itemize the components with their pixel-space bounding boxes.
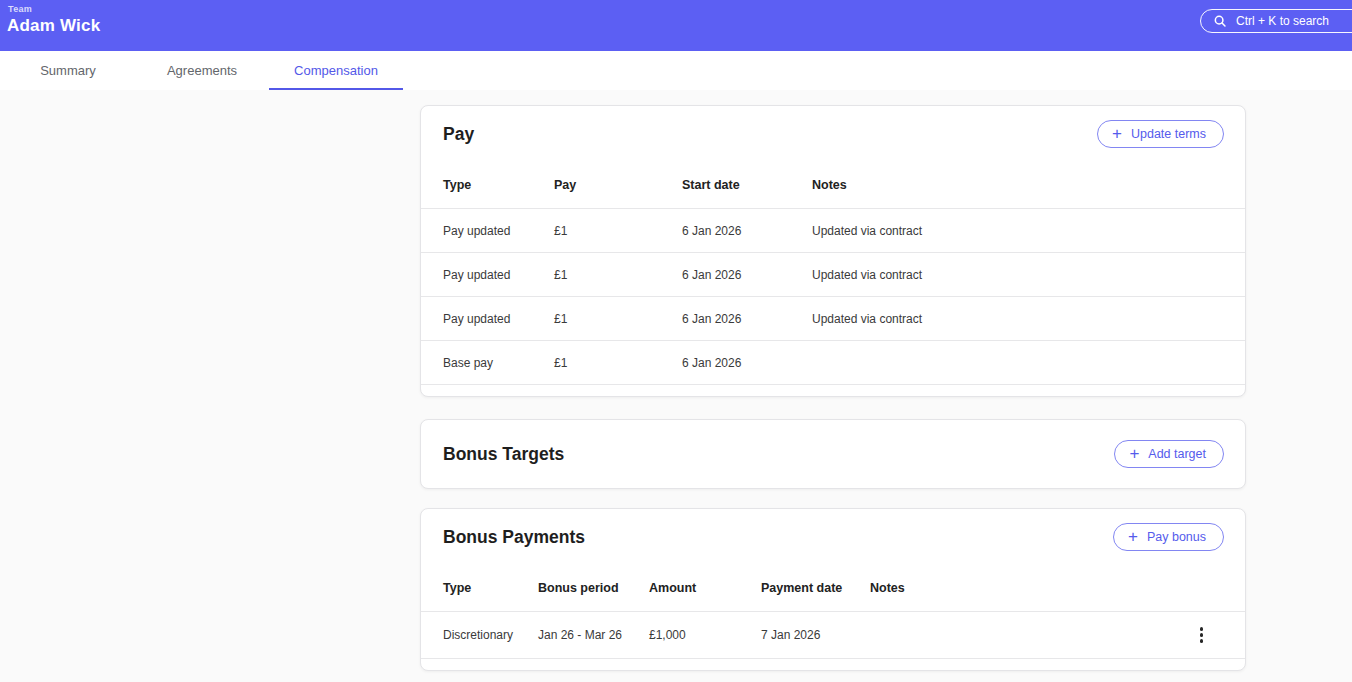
search-placeholder: Ctrl + K to search bbox=[1236, 14, 1329, 28]
bonus-payments-title: Bonus Payments bbox=[443, 527, 585, 548]
cell-start-date: 6 Jan 2026 bbox=[682, 356, 812, 370]
cell-bonus-period: Jan 26 - Mar 26 bbox=[538, 628, 649, 642]
cell-start-date: 6 Jan 2026 bbox=[682, 312, 812, 326]
column-header-start-date: Start date bbox=[682, 178, 812, 192]
plus-icon: + bbox=[1128, 528, 1138, 545]
update-terms-label: Update terms bbox=[1131, 127, 1206, 141]
column-header-type: Type bbox=[443, 581, 538, 595]
table-row: Pay updated £1 6 Jan 2026 Updated via co… bbox=[421, 296, 1245, 340]
cell-type: Pay updated bbox=[443, 268, 554, 282]
cell-pay: £1 bbox=[554, 268, 682, 282]
add-target-label: Add target bbox=[1148, 447, 1206, 461]
table-row: Base pay £1 6 Jan 2026 bbox=[421, 340, 1245, 384]
cell-type: Pay updated bbox=[443, 312, 554, 326]
cell-pay: £1 bbox=[554, 224, 682, 238]
bonus-payments-table-header: Type Bonus period Amount Payment date No… bbox=[421, 565, 1245, 611]
cell-start-date: 6 Jan 2026 bbox=[682, 224, 812, 238]
plus-icon: + bbox=[1129, 445, 1139, 462]
cell-notes: Updated via contract bbox=[812, 268, 1223, 282]
cell-pay: £1 bbox=[554, 312, 682, 326]
table-row: Pay updated £1 6 Jan 2026 Updated via co… bbox=[421, 252, 1245, 296]
cell-start-date: 6 Jan 2026 bbox=[682, 268, 812, 282]
column-header-bonus-period: Bonus period bbox=[538, 581, 649, 595]
column-header-notes: Notes bbox=[812, 178, 1223, 192]
column-header-type: Type bbox=[443, 178, 554, 192]
cell-type: Discretionary bbox=[443, 628, 538, 642]
pay-card-title: Pay bbox=[443, 124, 474, 145]
column-header-notes: Notes bbox=[870, 581, 1223, 595]
page-title-user-name: Adam Wick bbox=[7, 16, 100, 36]
app-header: Team Adam Wick Ctrl + K to search bbox=[0, 0, 1352, 51]
add-target-button[interactable]: + Add target bbox=[1114, 440, 1224, 468]
bonus-targets-card: Bonus Targets + Add target bbox=[420, 419, 1246, 489]
column-header-pay: Pay bbox=[554, 178, 682, 192]
plus-icon: + bbox=[1112, 125, 1122, 142]
kebab-menu-icon[interactable] bbox=[1196, 623, 1208, 647]
card-footer bbox=[421, 658, 1245, 670]
cell-payment-date: 7 Jan 2026 bbox=[761, 628, 870, 642]
cell-notes: Updated via contract bbox=[812, 224, 1223, 238]
cell-type: Base pay bbox=[443, 356, 554, 370]
cell-type: Pay updated bbox=[443, 224, 554, 238]
cell-pay: £1 bbox=[554, 356, 682, 370]
tab-summary[interactable]: Summary bbox=[1, 51, 135, 90]
pay-card: Pay + Update terms Type Pay Start date N… bbox=[420, 105, 1246, 397]
pay-bonus-label: Pay bonus bbox=[1147, 530, 1206, 544]
bonus-payments-card: Bonus Payments + Pay bonus Type Bonus pe… bbox=[420, 508, 1246, 671]
pay-bonus-button[interactable]: + Pay bonus bbox=[1113, 523, 1224, 551]
column-header-amount: Amount bbox=[649, 581, 761, 595]
cell-amount: £1,000 bbox=[649, 628, 761, 642]
cell-notes: Updated via contract bbox=[812, 312, 1223, 326]
tab-compensation[interactable]: Compensation bbox=[269, 51, 403, 90]
table-row: Discretionary Jan 26 - Mar 26 £1,000 7 J… bbox=[421, 611, 1245, 658]
tab-agreements[interactable]: Agreements bbox=[135, 51, 269, 90]
update-terms-button[interactable]: + Update terms bbox=[1097, 120, 1224, 148]
column-header-payment-date: Payment date bbox=[761, 581, 870, 595]
card-footer bbox=[421, 384, 1245, 396]
search-icon bbox=[1213, 14, 1227, 28]
tab-bar: Summary Agreements Compensation bbox=[0, 51, 1352, 90]
main-content: Pay + Update terms Type Pay Start date N… bbox=[0, 90, 1352, 671]
global-search-input[interactable]: Ctrl + K to search bbox=[1200, 9, 1352, 33]
pay-table-header: Type Pay Start date Notes bbox=[421, 162, 1245, 208]
table-row: Pay updated £1 6 Jan 2026 Updated via co… bbox=[421, 208, 1245, 252]
bonus-targets-title: Bonus Targets bbox=[443, 444, 564, 465]
team-label: Team bbox=[8, 4, 32, 14]
